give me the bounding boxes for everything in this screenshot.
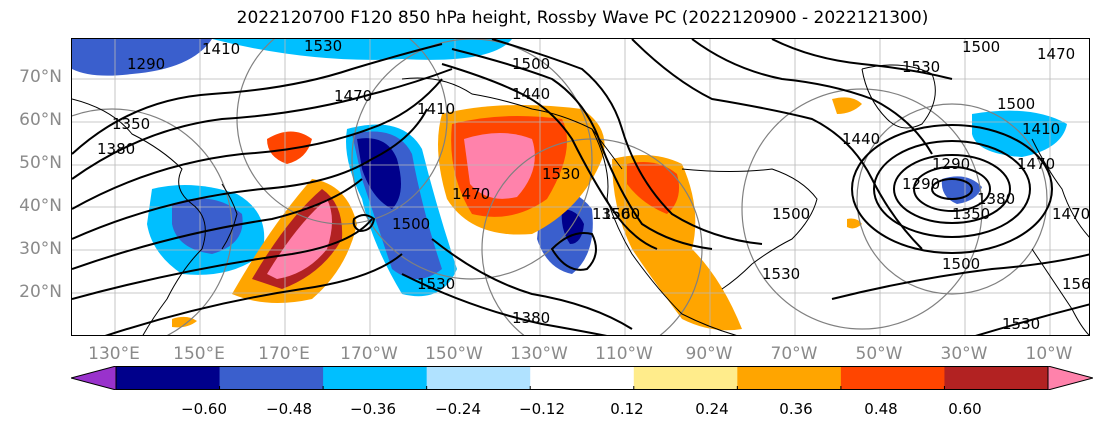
colorbar-tick-label: 0.12: [610, 400, 644, 418]
lon-label-90w: 90°W: [685, 344, 733, 364]
contour-label: 1380: [977, 190, 1015, 208]
contour-label: 1410: [417, 100, 455, 118]
contour-label: 1500: [942, 255, 980, 273]
contour-label: 1410: [1022, 120, 1060, 138]
contour-label: 1380: [512, 309, 550, 327]
contour-label: 1470: [452, 185, 490, 203]
contour-label: 1290: [127, 55, 165, 73]
contour-label: 1350: [592, 205, 630, 223]
anomaly-red-namerica: [627, 161, 680, 214]
contour-label: 1530: [304, 39, 342, 55]
anomaly-navy-east-pac: [561, 209, 584, 244]
lon-label-170w: 170°W: [340, 344, 398, 364]
anomaly-blue-w-core: [172, 198, 243, 254]
anomaly-navy-center: [357, 138, 401, 209]
contour-labels: 1530 1470 1530 1500 1290 1410 1470 1350 …: [97, 39, 1090, 333]
colorbar-tick-label: −0.36: [350, 400, 396, 418]
colorbar-segment: [633, 366, 738, 390]
lon-label-130w: 130°W: [510, 344, 568, 364]
colorbar-tick-label: −0.12: [519, 400, 565, 418]
lat-label-60n: 60°N: [19, 110, 62, 130]
contour-label: 1290: [932, 155, 970, 173]
lat-label-40n: 40°N: [19, 196, 62, 216]
colorbar-tick-label: −0.60: [181, 400, 227, 418]
lat-label-20n: 20°N: [19, 282, 62, 302]
contour-label: 1290: [902, 175, 940, 193]
colorbar-tick-label: 0.24: [695, 400, 729, 418]
colorbar-segment: [530, 366, 635, 390]
contour-label: 1530: [762, 265, 800, 283]
colorbar: [71, 366, 1093, 390]
colorbar-extend-low: [71, 366, 117, 390]
anomaly-orange-nw: [267, 131, 312, 164]
colorbar-segments: [71, 366, 1093, 390]
contour-label: 1380: [97, 140, 135, 158]
lon-label-30w: 30°W: [940, 344, 988, 364]
contour-label: 1560: [602, 205, 640, 223]
coast-east-namerica: [681, 168, 818, 290]
coast-europe: [1031, 138, 1089, 238]
lon-label-130e: 130°E: [88, 344, 140, 364]
contour-label: 1500: [772, 205, 810, 223]
figure-title: 2022120700 F120 850 hPa height, Rossby W…: [236, 8, 929, 28]
colorbar-segment: [944, 366, 1049, 390]
lat-label-30n: 30°N: [19, 239, 62, 259]
anomaly-pink-ak: [464, 133, 535, 199]
contour-label: 1470: [1052, 205, 1090, 223]
lon-label-150e: 150°E: [173, 344, 225, 364]
anomaly-pink-w: [267, 199, 332, 279]
lat-label-70n: 70°N: [19, 67, 62, 87]
lon-label-170e: 170°E: [258, 344, 310, 364]
lon-label-50w: 50°W: [855, 344, 903, 364]
map-panel: 1530 1470 1530 1500 1290 1410 1470 1350 …: [71, 38, 1090, 336]
map-canvas: 1530 1470 1530 1500 1290 1410 1470 1350 …: [72, 39, 1090, 335]
colorbar-tick-label: −0.48: [266, 400, 312, 418]
contour-label: 1350: [112, 115, 150, 133]
colorbar-segment: [219, 366, 324, 390]
anomaly-blue-atlantic-core: [941, 176, 982, 204]
contour-label: 1440: [512, 85, 550, 103]
contour-label: 1530: [542, 165, 580, 183]
lon-label-110w: 110°W: [595, 344, 653, 364]
contour-label: 1440: [842, 130, 880, 148]
contour-label: 1410: [202, 40, 240, 58]
colorbar-ticks: [219, 386, 945, 390]
lon-label-150w: 150°W: [425, 344, 483, 364]
coast-asia: [72, 98, 206, 335]
contour-label: 1530: [417, 275, 455, 293]
contour-label: 1560: [1062, 275, 1090, 293]
height-contours: [72, 39, 1089, 335]
contour-label: 1530: [902, 58, 940, 76]
colorbar-frame: [115, 366, 1049, 390]
colorbar-segment: [116, 366, 221, 390]
contour-label: 1500: [997, 95, 1035, 113]
colorbar-tick-label: 0.48: [864, 400, 898, 418]
positive-anomalies: [172, 97, 862, 331]
colorbar-tick-label: 0.36: [779, 400, 813, 418]
anomaly-orange-sw: [172, 316, 197, 328]
contour-label: 1500: [962, 39, 1000, 56]
lat-label-50n: 50°N: [19, 153, 62, 173]
anomaly-orange-atl: [847, 218, 862, 229]
coast-greenland: [861, 64, 936, 129]
anomaly-blue-nw: [72, 39, 212, 76]
contour-label: 1470: [334, 87, 372, 105]
contour-label: 1470: [1017, 155, 1055, 173]
colorbar-segment: [840, 366, 945, 390]
lon-label-10w: 10°W: [1025, 344, 1073, 364]
colorbar-extend-high: [1047, 366, 1093, 390]
colorbar-tick-label: 0.60: [948, 400, 982, 418]
colorbar-segment: [737, 366, 842, 390]
contour-label: 1500: [392, 215, 430, 233]
contour-label: 1470: [1037, 45, 1075, 63]
colorbar-segment: [426, 366, 531, 390]
anomaly-orange-greenland: [832, 97, 862, 114]
colorbar-tick-label: −0.24: [435, 400, 481, 418]
lon-label-70w: 70°W: [770, 344, 818, 364]
contour-label: 1530: [1002, 315, 1040, 333]
contour-label: 1350: [952, 205, 990, 223]
colorbar-segment: [323, 366, 428, 390]
contour-label: 1500: [512, 55, 550, 73]
coast-west-namerica: [591, 128, 737, 335]
